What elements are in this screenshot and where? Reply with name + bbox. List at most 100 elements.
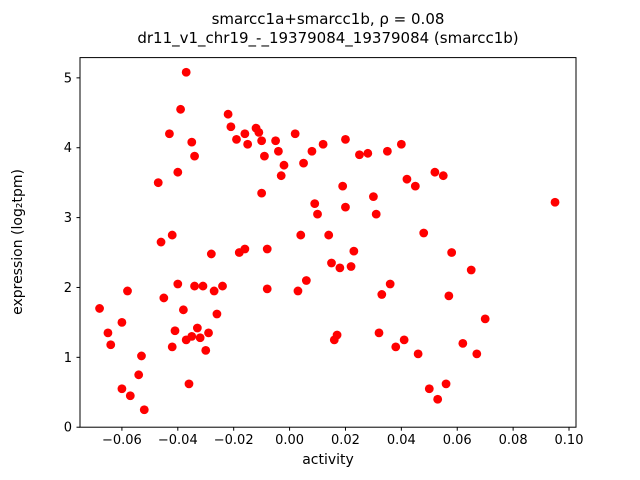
data-point bbox=[232, 134, 241, 144]
data-point bbox=[184, 379, 194, 389]
data-point bbox=[125, 391, 135, 401]
data-point bbox=[458, 338, 468, 348]
data-point bbox=[137, 351, 146, 361]
y-tick-label: 2 bbox=[64, 281, 72, 296]
data-point bbox=[444, 291, 454, 301]
chart-title: smarcc1a+smarcc1b, ρ = 0.08 bbox=[212, 10, 445, 28]
data-point bbox=[391, 342, 401, 352]
data-point bbox=[349, 246, 359, 256]
data-point bbox=[301, 276, 311, 285]
data-point bbox=[254, 127, 264, 137]
data-point bbox=[396, 139, 406, 149]
y-tick-label: 4 bbox=[64, 141, 72, 156]
x-tick-label: −0.06 bbox=[102, 433, 142, 448]
scatter-points bbox=[95, 67, 560, 415]
data-point bbox=[95, 304, 104, 313]
data-point bbox=[117, 317, 127, 327]
x-tick-label: 0.00 bbox=[275, 433, 304, 448]
data-point bbox=[173, 279, 183, 289]
data-point bbox=[226, 122, 236, 132]
data-point bbox=[324, 230, 334, 240]
y-axis-label: expression (log₂tpm) bbox=[10, 169, 26, 315]
data-point bbox=[262, 244, 272, 254]
data-point bbox=[195, 333, 205, 343]
data-point bbox=[190, 151, 199, 161]
data-point bbox=[209, 286, 219, 296]
axes-box bbox=[79, 57, 577, 428]
data-point bbox=[240, 129, 250, 139]
data-point bbox=[338, 181, 348, 191]
x-tick-label: −0.02 bbox=[214, 433, 254, 448]
data-point bbox=[176, 104, 185, 114]
data-point bbox=[346, 262, 356, 271]
data-point bbox=[313, 209, 322, 219]
data-point bbox=[550, 197, 560, 207]
x-axis-label: activity bbox=[302, 452, 354, 468]
data-point bbox=[310, 199, 320, 209]
data-point bbox=[134, 370, 144, 380]
data-point bbox=[402, 174, 412, 184]
data-point bbox=[371, 209, 381, 219]
x-tick-label: 0.10 bbox=[555, 433, 584, 448]
data-point bbox=[260, 151, 269, 161]
data-point bbox=[181, 67, 191, 77]
data-point bbox=[438, 171, 448, 181]
data-point bbox=[201, 345, 211, 355]
data-point bbox=[156, 237, 166, 247]
data-point bbox=[276, 171, 286, 181]
data-point bbox=[433, 394, 443, 404]
x-tick-label: 0.02 bbox=[331, 433, 360, 448]
data-point bbox=[430, 167, 440, 177]
data-point bbox=[369, 192, 378, 202]
data-point bbox=[279, 160, 289, 170]
y-tick-label: 1 bbox=[64, 351, 72, 366]
data-point bbox=[204, 328, 213, 338]
data-point bbox=[296, 230, 306, 240]
data-point bbox=[335, 263, 345, 273]
data-point bbox=[123, 286, 132, 296]
data-point bbox=[106, 340, 116, 350]
data-point bbox=[374, 328, 384, 338]
data-point bbox=[385, 279, 395, 289]
data-point bbox=[153, 178, 163, 188]
data-point bbox=[332, 330, 342, 340]
data-point bbox=[472, 349, 482, 359]
x-tick-label: 0.08 bbox=[499, 433, 528, 448]
data-point bbox=[139, 405, 149, 415]
data-point bbox=[447, 248, 457, 257]
data-point bbox=[399, 335, 409, 345]
data-point bbox=[192, 323, 202, 333]
data-point bbox=[167, 342, 177, 352]
data-point bbox=[190, 281, 199, 291]
data-point bbox=[413, 349, 423, 359]
data-point bbox=[290, 129, 300, 139]
data-point bbox=[178, 305, 188, 315]
data-point bbox=[187, 331, 197, 341]
data-point bbox=[117, 384, 127, 394]
data-point bbox=[480, 314, 490, 324]
data-point bbox=[419, 228, 429, 238]
chart-subtitle: dr11_v1_chr19_-_19379084_19379084 (smarc… bbox=[137, 29, 518, 48]
data-point bbox=[198, 281, 208, 291]
data-point bbox=[170, 326, 180, 336]
data-point bbox=[382, 146, 392, 156]
data-point bbox=[274, 146, 283, 156]
data-point bbox=[167, 230, 177, 240]
x-tick-label: −0.04 bbox=[158, 433, 198, 448]
y-axis-ticks: 0 1 2 3 4 5 bbox=[64, 71, 80, 436]
data-point bbox=[466, 265, 476, 275]
data-point bbox=[307, 146, 317, 156]
data-point bbox=[299, 158, 308, 168]
data-point bbox=[187, 137, 197, 147]
y-tick-label: 0 bbox=[64, 421, 72, 436]
data-point bbox=[293, 286, 303, 296]
y-tick-label: 3 bbox=[64, 211, 72, 226]
data-point bbox=[218, 281, 227, 291]
data-point bbox=[377, 290, 387, 299]
data-point bbox=[271, 136, 281, 146]
data-point bbox=[206, 249, 216, 259]
data-point bbox=[262, 284, 272, 294]
data-point bbox=[212, 309, 222, 319]
